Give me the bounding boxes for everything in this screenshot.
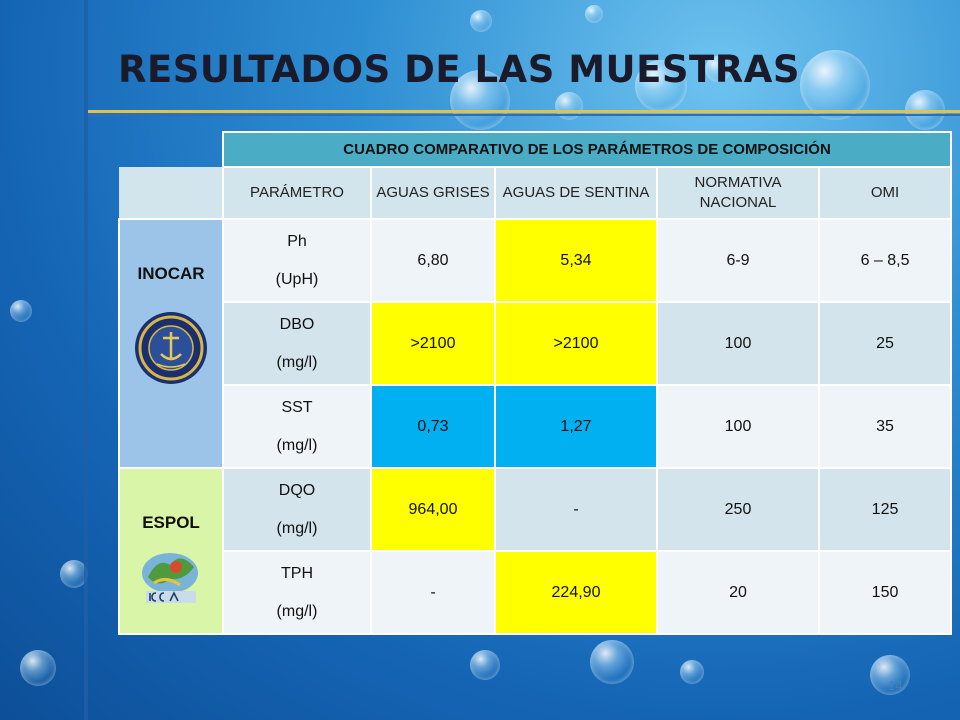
espol-icca-logo-icon: [142, 553, 198, 603]
param-name: DBO: [279, 315, 315, 333]
value-normativa: 6-9: [656, 218, 820, 303]
param-name: TPH: [281, 564, 313, 582]
table-row: ESPOL DQO (mg/l) 964,00 - 250 125: [118, 467, 953, 635]
bubble-decoration: [450, 70, 510, 130]
param-cell: TPH (mg/l): [222, 550, 372, 635]
param-name: DQO: [278, 481, 316, 499]
value-aguas-sentina: -: [494, 467, 658, 552]
value-normativa: 250: [656, 467, 820, 552]
param-name: SST: [281, 398, 313, 416]
header-normativa: NORMATIVA NACIONAL: [656, 166, 820, 220]
left-accent-bar: [84, 0, 88, 720]
value-normativa: 100: [656, 301, 820, 386]
bubble-decoration: [680, 660, 704, 684]
bubble-decoration: [60, 560, 88, 588]
value-aguas-grises: 0,73: [370, 384, 496, 469]
param-cell: DQO (mg/l): [222, 467, 372, 552]
header-omi: OMI: [817, 166, 953, 220]
value-aguas-grises: 6,80: [370, 218, 496, 303]
value-aguas-sentina: 5,34: [494, 218, 658, 303]
value-omi: 150: [817, 550, 953, 635]
bubble-decoration: [10, 300, 32, 322]
bubble-decoration: [870, 655, 910, 695]
bubble-decoration: [470, 10, 492, 32]
bubble-decoration: [585, 5, 603, 23]
table-row: INOCAR Ph (UpH) 6,80 5,34 6-9 6 – 8,5: [118, 218, 953, 469]
value-aguas-grises: -: [370, 550, 496, 635]
value-omi: 25: [817, 301, 953, 386]
bubble-decoration: [590, 640, 634, 684]
header-aguas-grises: AGUAS GRISES: [370, 166, 496, 220]
table-row: TPH (mg/l) - 224,90 20 150: [119, 550, 953, 635]
param-cell: Ph (UpH): [222, 218, 372, 303]
param-cell: SST (mg/l): [222, 384, 372, 469]
title-underline: [88, 110, 960, 113]
header-aguas-sentina: AGUAS DE SENTINA: [494, 166, 658, 220]
table-caption: CUADRO COMPARATIVO DE LOS PARÁMETROS DE …: [221, 131, 953, 168]
bubble-decoration: [20, 650, 56, 686]
bubble-decoration: [800, 50, 870, 120]
param-unit: (mg/l): [276, 519, 318, 537]
title-underline-secondary: [88, 114, 960, 116]
param-unit: (mg/l): [276, 436, 318, 454]
table-row: SST (mg/l) 0,73 1,27 100 35: [119, 384, 953, 469]
comparison-table: CUADRO COMPARATIVO DE LOS PARÁMETROS DE …: [118, 131, 953, 635]
group-cell-inocar: INOCAR: [118, 218, 224, 469]
slide-title: RESULTADOS DE LAS MUESTRAS: [118, 48, 801, 91]
param-unit: (mg/l): [276, 602, 318, 620]
inocar-seal-icon: [135, 312, 207, 384]
page-number: 14: [888, 678, 903, 693]
value-aguas-sentina: 224,90: [494, 550, 658, 635]
table-row: DBO (mg/l) >2100 >2100 100 25: [119, 301, 953, 386]
param-unit: (mg/l): [276, 353, 318, 371]
value-omi: 35: [817, 384, 953, 469]
group-label: INOCAR: [137, 264, 205, 283]
group-label: ESPOL: [142, 513, 200, 532]
bubble-decoration: [705, 56, 731, 82]
bubble-decoration: [470, 650, 500, 680]
table-header-row: PARÁMETRO AGUAS GRISES AGUAS DE SENTINA …: [119, 166, 953, 220]
value-aguas-sentina: >2100: [494, 301, 658, 386]
bubble-decoration: [635, 60, 687, 112]
param-unit: (UpH): [275, 270, 319, 288]
header-parametro: PARÁMETRO: [222, 166, 372, 220]
value-aguas-sentina: 1,27: [494, 384, 658, 469]
value-normativa: 100: [656, 384, 820, 469]
value-normativa: 20: [656, 550, 820, 635]
table-caption-row: CUADRO COMPARATIVO DE LOS PARÁMETROS DE …: [119, 131, 953, 168]
value-aguas-grises: >2100: [370, 301, 496, 386]
group-cell-espol: ESPOL: [118, 467, 224, 635]
param-cell: DBO (mg/l): [222, 301, 372, 386]
value-aguas-grises: 964,00: [370, 467, 496, 552]
value-omi: 6 – 8,5: [817, 218, 953, 303]
param-name: Ph: [287, 232, 307, 250]
value-omi: 125: [817, 467, 953, 552]
